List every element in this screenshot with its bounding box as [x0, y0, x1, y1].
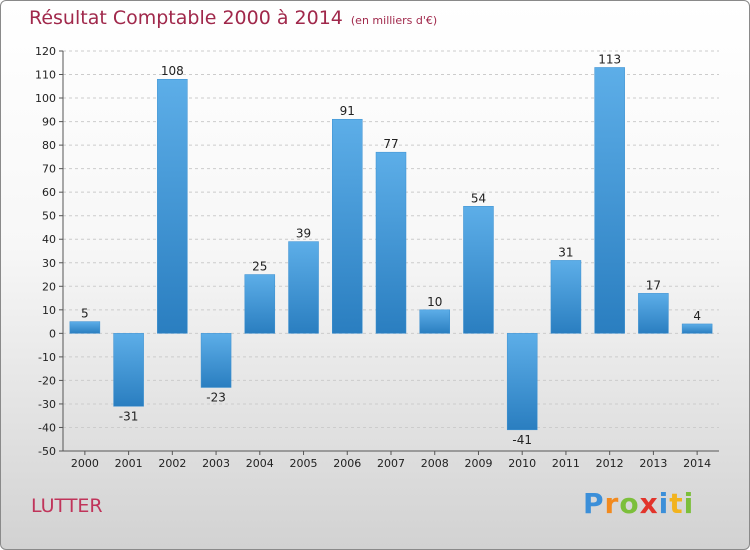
bar-value-label: 17 [646, 278, 661, 292]
x-tick-label: 2001 [115, 457, 143, 470]
bar [332, 118, 363, 334]
y-tick-label: -30 [38, 398, 56, 411]
y-tick-label: -10 [38, 351, 56, 364]
bar-value-label: -23 [206, 390, 226, 404]
y-tick-label: 120 [35, 45, 56, 58]
y-tick-label: 10 [42, 304, 56, 317]
bar-value-label: -41 [512, 433, 532, 447]
bar [638, 293, 669, 334]
bar-value-label: 113 [598, 52, 621, 66]
chart-subtitle: (en milliers d'€) [350, 14, 438, 27]
logo-letter: r [604, 487, 620, 520]
bar-value-label: 4 [693, 309, 701, 323]
x-tick-label: 2013 [639, 457, 667, 470]
bar [69, 321, 101, 334]
chart-title: Résultat Comptable 2000 à 2014 [29, 7, 343, 29]
proxiti-logo: Proxiti [583, 487, 694, 520]
bar [157, 78, 188, 334]
bar [200, 333, 232, 388]
y-tick-label: 50 [42, 210, 56, 223]
logo-letter: i [658, 487, 670, 520]
bar-value-label: -31 [119, 409, 139, 423]
logo-letter: o [619, 487, 640, 520]
logo-letter: t [669, 487, 684, 520]
bar-value-label: 54 [471, 191, 486, 205]
bar-value-label: 31 [558, 245, 573, 259]
y-tick-label: 30 [42, 257, 56, 270]
bar-value-label: 108 [161, 64, 184, 78]
x-tick-label: 2000 [71, 457, 99, 470]
x-tick-label: 2011 [552, 457, 580, 470]
logo-letter: P [583, 487, 605, 520]
x-tick-label: 2010 [508, 457, 536, 470]
x-tick-label: 2012 [596, 457, 624, 470]
bar [463, 206, 494, 334]
x-tick-label: 2007 [377, 457, 405, 470]
logo-letter: i [683, 487, 695, 520]
x-tick-label: 2008 [421, 457, 449, 470]
bar-value-label: 25 [252, 260, 267, 274]
y-tick-label: 70 [42, 163, 56, 176]
bar [506, 333, 538, 431]
x-tick-label: 2004 [246, 457, 274, 470]
bar [375, 151, 407, 334]
y-tick-label: 90 [42, 116, 56, 129]
bar-value-label: 10 [427, 295, 442, 309]
bar [681, 323, 713, 334]
bar [244, 274, 276, 334]
logo-letter: x [639, 487, 659, 520]
x-tick-label: 2014 [683, 457, 711, 470]
y-tick-label: -20 [38, 374, 56, 387]
x-tick-label: 2006 [333, 457, 361, 470]
x-tick-label: 2003 [202, 457, 230, 470]
bar [419, 309, 450, 334]
chart-title-block: Résultat Comptable 2000 à 2014 (en millie… [29, 7, 437, 29]
x-tick-label: 2005 [290, 457, 318, 470]
bar-value-label: 39 [296, 227, 311, 241]
y-tick-label: -50 [38, 445, 56, 458]
y-tick-label: 0 [49, 327, 56, 340]
bar [594, 67, 625, 334]
x-tick-label: 2009 [464, 457, 492, 470]
y-tick-label: 60 [42, 186, 56, 199]
y-tick-label: 20 [42, 280, 56, 293]
x-tick-label: 2002 [158, 457, 186, 470]
y-tick-label: -40 [38, 421, 56, 434]
bar [550, 260, 582, 334]
bar [288, 241, 319, 334]
y-tick-label: 80 [42, 139, 56, 152]
commune-name: LUTTER [31, 495, 103, 517]
bar-value-label: 77 [383, 137, 398, 151]
y-tick-label: 100 [35, 92, 56, 105]
bar [113, 333, 144, 407]
y-tick-label: 40 [42, 233, 56, 246]
bar-value-label: 5 [81, 307, 89, 321]
y-tick-label: 110 [35, 69, 56, 82]
bar-value-label: 91 [340, 104, 355, 118]
